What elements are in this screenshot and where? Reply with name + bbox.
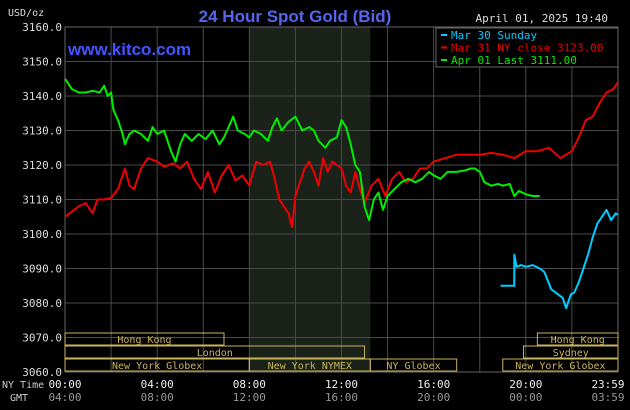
- session-box: [523, 345, 619, 359]
- session-label: Sydney: [553, 348, 589, 359]
- x-tick-label-gmt: 08:00: [141, 391, 174, 404]
- y-tick-label: 3070.0: [22, 332, 62, 345]
- x-tick-label-gmt: 16:00: [325, 391, 358, 404]
- y-axis-label: USD/oz: [8, 8, 44, 19]
- y-tick-label: 3160.0: [22, 21, 62, 34]
- legend-entry: Apr 01 Last 3111.00: [451, 54, 577, 67]
- chart-title: 24 Hour Spot Gold (Bid): [199, 7, 392, 26]
- x-tick-label-gmt: 03:59: [591, 391, 624, 404]
- y-tick-label: 3140.0: [22, 90, 62, 103]
- y-tick-label: 3110.0: [22, 194, 62, 207]
- y-tick-label: 3090.0: [22, 263, 62, 276]
- plot-frame: [64, 26, 619, 373]
- session-label: Hong Kong: [551, 335, 605, 346]
- grid-lines: [64, 26, 619, 373]
- y-tick-label: 3130.0: [22, 125, 62, 138]
- legend-box: [435, 27, 619, 68]
- market-sessions: Hong Kong Hong Kong London Sydney New York G…: [64, 332, 619, 372]
- session-box: [536, 332, 619, 346]
- session-box: [369, 358, 458, 372]
- session-label: New York Globex: [112, 361, 202, 372]
- x-axis-ticks: 00:00 04:00 08:00 12:00 16:00 20:00 23:5904:00…: [48, 378, 624, 404]
- y-tick-label: 3060.0: [22, 366, 62, 379]
- session-box: [64, 345, 366, 359]
- x-tick-label-gmt: 12:00: [233, 391, 266, 404]
- x-tick-label-ny: 04:00: [141, 378, 174, 391]
- x-tick-label-ny: 16:00: [417, 378, 450, 391]
- x-tick-label-gmt: 00:00: [509, 391, 542, 404]
- chart-timestamp: April 01, 2025 19:40: [476, 12, 608, 25]
- y-tick-label: 3150.0: [22, 56, 62, 69]
- x-axis-label-gmt: GMT: [10, 393, 28, 404]
- session-label: NY Globex: [386, 361, 440, 372]
- x-tick-label-ny: 12:00: [325, 378, 358, 391]
- x-tick-label-ny: 23:59: [591, 378, 624, 391]
- y-tick-label: 3120.0: [22, 159, 62, 172]
- legend-entry: Mar 30 Sunday: [451, 29, 537, 42]
- x-tick-label-ny: 08:00: [233, 378, 266, 391]
- y-axis-ticks: 3160.0 3150.0 3140.0 3130.0 3120.0 3110.0 3100…: [22, 21, 62, 379]
- x-tick-label-gmt: 20:00: [417, 391, 450, 404]
- session-box: [502, 358, 619, 372]
- x-tick-label-ny: 20:00: [509, 378, 542, 391]
- x-axis-label-ny: NY Time: [2, 380, 44, 391]
- series-line-0: [500, 208, 619, 310]
- price-series: [64, 78, 619, 310]
- x-tick-label-ny: 00:00: [48, 378, 81, 391]
- session-label: Hong Kong: [117, 335, 171, 346]
- session-box: [64, 332, 225, 346]
- session-label: New York Globex: [515, 361, 605, 372]
- series-line-2: [64, 78, 540, 222]
- y-tick-label: 3080.0: [22, 297, 62, 310]
- session-label: London: [197, 348, 233, 359]
- series-line-1: [64, 81, 619, 229]
- legend-entry: Mar 31 NY close 3123.00: [451, 42, 603, 55]
- x-tick-label-gmt: 04:00: [48, 391, 81, 404]
- session-label: New York NYMEX: [268, 361, 352, 372]
- watermark-url: www.kitco.com: [67, 40, 191, 59]
- y-tick-label: 3100.0: [22, 228, 62, 241]
